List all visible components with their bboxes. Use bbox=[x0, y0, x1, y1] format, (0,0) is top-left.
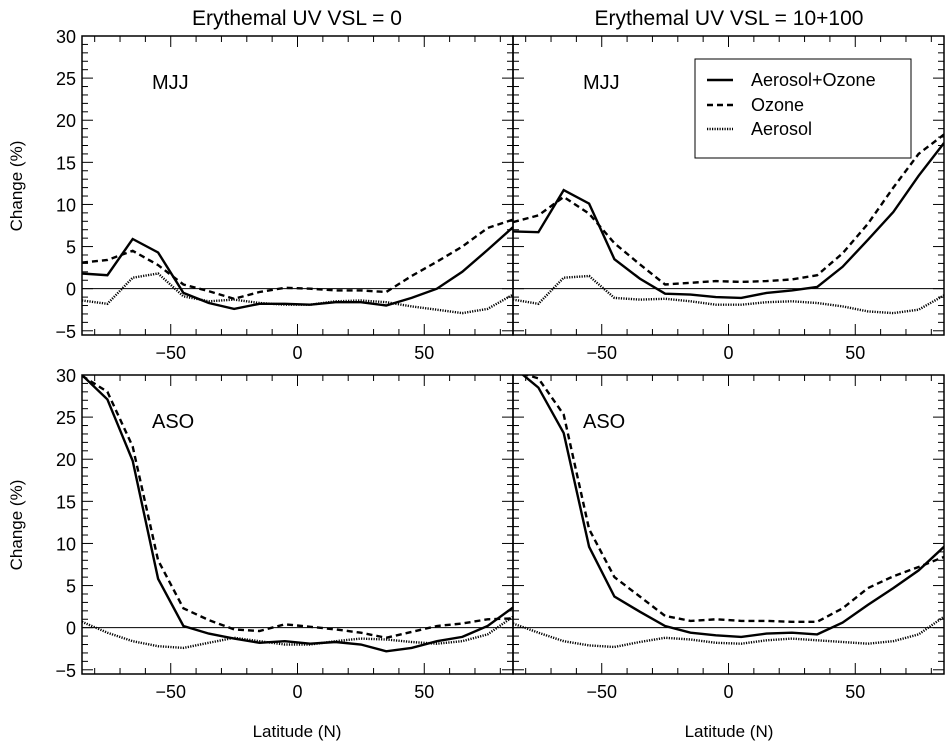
series-line-aerosol-ozone bbox=[82, 375, 513, 653]
series-line-aerosol bbox=[513, 274, 944, 315]
x-tick-label: 0 bbox=[723, 682, 733, 702]
series-line-aerosol-ozone bbox=[521, 375, 944, 639]
x-tick-label: 0 bbox=[292, 682, 302, 702]
plot-frame bbox=[512, 374, 945, 675]
y-tick-label: 5 bbox=[66, 577, 76, 597]
y-tick-label: 0 bbox=[66, 280, 76, 300]
y-tick-label: 25 bbox=[56, 69, 76, 89]
season-label-bottom-left: ASO bbox=[152, 411, 194, 433]
y-axis-label-top: Change (%) bbox=[7, 141, 26, 232]
column-title-right: Erythemal UV VSL = 10+100 bbox=[595, 7, 864, 30]
x-axis-label-left: Latitude (N) bbox=[253, 722, 342, 741]
x-tick-label: 50 bbox=[845, 682, 865, 702]
x-tick-label: 50 bbox=[845, 343, 865, 363]
y-tick-label: 25 bbox=[56, 408, 76, 428]
series-line-ozone bbox=[513, 133, 944, 286]
series-line-ozone bbox=[82, 218, 513, 301]
series-line-ozone bbox=[522, 375, 944, 623]
season-label-bottom-right: ASO bbox=[583, 411, 625, 433]
legend-box bbox=[694, 58, 912, 159]
series-line-aerosol bbox=[82, 615, 513, 650]
x-tick-label: 50 bbox=[414, 682, 434, 702]
series-line-aerosol-ozone bbox=[513, 142, 944, 300]
y-tick-label: −5 bbox=[55, 322, 76, 342]
season-label-top-left: MJJ bbox=[152, 72, 189, 94]
y-tick-label: 10 bbox=[56, 195, 76, 215]
legend-label-aerosol-ozone: Aerosol+Ozone bbox=[751, 70, 876, 90]
y-tick-label: 20 bbox=[56, 450, 76, 470]
column-title-left: Erythemal UV VSL = 0 bbox=[192, 7, 402, 30]
legend: Aerosol+Ozone Ozone Aerosol bbox=[694, 58, 912, 159]
legend-label-ozone: Ozone bbox=[751, 95, 804, 115]
x-tick-label: 50 bbox=[414, 343, 434, 363]
series-line-aerosol bbox=[82, 272, 513, 315]
y-tick-label: 15 bbox=[56, 153, 76, 173]
y-tick-label: 5 bbox=[66, 238, 76, 258]
x-tick-label: −50 bbox=[586, 682, 617, 702]
series-line-ozone bbox=[82, 375, 513, 640]
y-tick-label: 0 bbox=[66, 619, 76, 639]
x-tick-label: −50 bbox=[155, 343, 186, 363]
y-tick-label: 30 bbox=[56, 27, 76, 47]
y-axis-label-bottom: Change (%) bbox=[7, 480, 26, 571]
y-tick-label: 20 bbox=[56, 111, 76, 131]
y-tick-label: 15 bbox=[56, 492, 76, 512]
y-tick-label: 30 bbox=[56, 366, 76, 386]
x-tick-label: −50 bbox=[155, 682, 186, 702]
y-tick-label: −5 bbox=[55, 661, 76, 681]
season-label-top-right: MJJ bbox=[583, 72, 620, 94]
x-tick-label: 0 bbox=[723, 343, 733, 363]
legend-label-aerosol: Aerosol bbox=[751, 119, 812, 139]
x-axis-label-right: Latitude (N) bbox=[685, 722, 774, 741]
series-line-aerosol bbox=[513, 615, 944, 649]
y-tick-label: 10 bbox=[56, 534, 76, 554]
x-tick-label: −50 bbox=[586, 343, 617, 363]
series-line-aerosol-ozone bbox=[82, 226, 513, 311]
plot-frame bbox=[81, 35, 514, 336]
x-tick-label: 0 bbox=[292, 343, 302, 363]
